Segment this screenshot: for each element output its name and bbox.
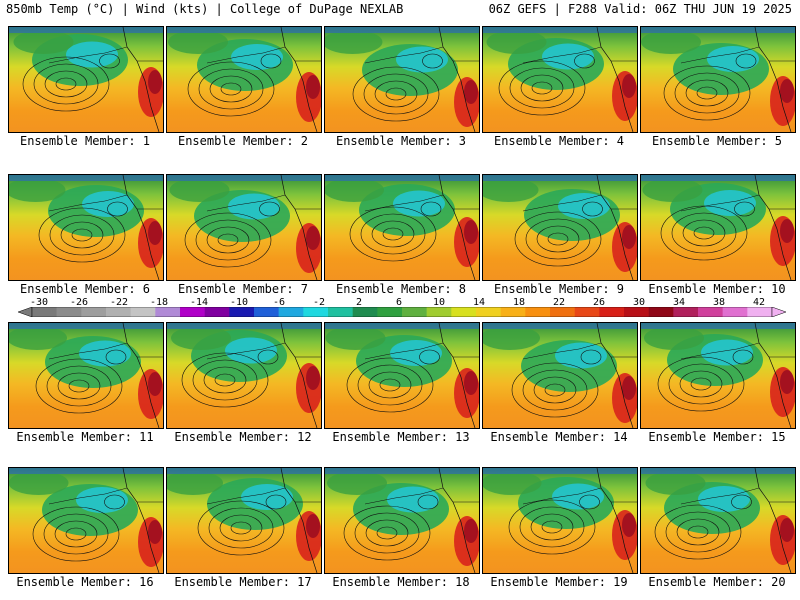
- colorbar-tick-label: 6: [395, 297, 403, 308]
- colorbar-tick-label: 14: [472, 297, 486, 308]
- ensemble-member-label: Ensemble Member: 4: [493, 134, 625, 148]
- colorbar-segment: [81, 307, 107, 317]
- colorbar-segment: [426, 307, 452, 317]
- colorbar-segment: [698, 307, 723, 317]
- ensemble-member-map: [166, 467, 322, 574]
- ensemble-member-map: [482, 322, 638, 429]
- colorbar-segment: [254, 307, 279, 317]
- ensemble-member-label: Ensemble Member: 6: [19, 282, 151, 296]
- ensemble-member-map: [8, 174, 164, 281]
- ensemble-member-label: Ensemble Member: 18: [332, 575, 470, 589]
- colorbar-segment: [352, 307, 378, 317]
- ensemble-member-label: Ensemble Member: 12: [174, 430, 312, 444]
- ensemble-member-label: Ensemble Member: 7: [177, 282, 309, 296]
- colorbar-tick-label: -26: [69, 297, 89, 308]
- colorbar-tick-label: 38: [712, 297, 726, 308]
- ensemble-member-label: Ensemble Member: 20: [648, 575, 786, 589]
- ensemble-member-map: [324, 174, 480, 281]
- colorbar-segment: [648, 307, 674, 317]
- ensemble-member-label: Ensemble Member: 14: [490, 430, 628, 444]
- ensemble-member-label: Ensemble Member: 11: [16, 430, 154, 444]
- colorbar-segment: [574, 307, 600, 317]
- colorbar-low-arrow: [18, 307, 33, 317]
- colorbar-tick-label: -2: [312, 297, 326, 308]
- ensemble-member-map: [640, 467, 796, 574]
- colorbar-segment: [550, 307, 575, 317]
- ensemble-member-map: [166, 26, 322, 133]
- colorbar-segment: [747, 307, 773, 317]
- colorbar-segment: [624, 307, 649, 317]
- colorbar-segment: [106, 307, 131, 317]
- ensemble-member-label: Ensemble Member: 5: [651, 134, 783, 148]
- colorbar-segment: [278, 307, 304, 317]
- ensemble-member-label: Ensemble Member: 2: [177, 134, 309, 148]
- ensemble-member-label: Ensemble Member: 16: [16, 575, 154, 589]
- colorbar-tick-label: -6: [272, 297, 286, 308]
- ensemble-member-map: [166, 322, 322, 429]
- map-title: 850mb Temp (°C) | Wind (kts) | College o…: [6, 2, 404, 16]
- ensemble-member-map: [8, 322, 164, 429]
- ensemble-member-label: Ensemble Member: 17: [174, 575, 312, 589]
- ensemble-member-map: [482, 174, 638, 281]
- colorbar-segment: [32, 307, 57, 317]
- colorbar-segment: [500, 307, 526, 317]
- colorbar-segment: [204, 307, 230, 317]
- colorbar-tick-label: -18: [149, 297, 169, 308]
- ensemble-member-map: [324, 322, 480, 429]
- colorbar-tick-label: -10: [229, 297, 249, 308]
- colorbar-segment: [673, 307, 699, 317]
- ensemble-member-label: Ensemble Member: 19: [490, 575, 628, 589]
- colorbar-segment: [303, 307, 329, 317]
- colorbar-segment: [402, 307, 427, 317]
- ensemble-member-label: Ensemble Member: 15: [648, 430, 786, 444]
- colorbar-tick-label: 18: [512, 297, 526, 308]
- colorbar-segment: [599, 307, 625, 317]
- colorbar-segment: [56, 307, 82, 317]
- colorbar-high-arrow: [771, 307, 786, 317]
- ensemble-member-map: [166, 174, 322, 281]
- temperature-colorbar: [18, 307, 786, 317]
- ensemble-member-label: Ensemble Member: 3: [335, 134, 467, 148]
- colorbar-segment: [180, 307, 205, 317]
- colorbar-tick-label: -14: [189, 297, 209, 308]
- ensemble-member-map: [640, 26, 796, 133]
- colorbar-segment: [155, 307, 181, 317]
- ensemble-member-map: [482, 26, 638, 133]
- colorbar-tick-label: 42: [752, 297, 766, 308]
- colorbar-segment: [525, 307, 551, 317]
- colorbar-segment: [377, 307, 403, 317]
- colorbar-segment: [722, 307, 748, 317]
- colorbar-segment: [328, 307, 353, 317]
- colorbar-tick-label: 10: [432, 297, 446, 308]
- colorbar-tick-label: 30: [632, 297, 646, 308]
- ensemble-member-map: [324, 26, 480, 133]
- ensemble-member-map: [640, 174, 796, 281]
- ensemble-member-label: Ensemble Member: 10: [648, 282, 786, 296]
- colorbar-tick-label: 22: [552, 297, 566, 308]
- colorbar-tick-label: -30: [29, 297, 49, 308]
- ensemble-member-map: [8, 467, 164, 574]
- colorbar-tick-label: 34: [672, 297, 686, 308]
- ensemble-member-label: Ensemble Member: 13: [332, 430, 470, 444]
- colorbar-tick-label: 26: [592, 297, 606, 308]
- ensemble-member-label: Ensemble Member: 8: [335, 282, 467, 296]
- ensemble-member-label: Ensemble Member: 1: [19, 134, 151, 148]
- ensemble-member-map: [482, 467, 638, 574]
- ensemble-member-map: [640, 322, 796, 429]
- colorbar-segment: [130, 307, 156, 317]
- colorbar-segment: [229, 307, 255, 317]
- colorbar-segment: [451, 307, 477, 317]
- ensemble-member-map: [324, 467, 480, 574]
- colorbar-segment: [476, 307, 501, 317]
- colorbar-tick-label: 2: [355, 297, 363, 308]
- colorbar-tick-label: -22: [109, 297, 129, 308]
- ensemble-member-map: [8, 26, 164, 133]
- ensemble-member-label: Ensemble Member: 9: [493, 282, 625, 296]
- model-run-valid-time: 06Z GEFS | F288 Valid: 06Z THU JUN 19 20…: [488, 2, 792, 16]
